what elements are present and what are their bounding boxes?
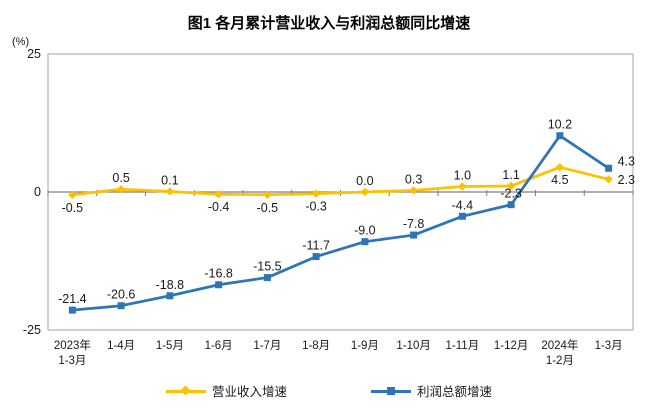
data-label: -0.4 <box>208 200 230 214</box>
data-point-marker <box>555 162 565 172</box>
data-label: 0.5 <box>112 171 129 185</box>
data-label: -11.7 <box>302 239 330 253</box>
data-point-marker <box>263 190 272 199</box>
line-chart-plot: 25 0 -25 2023年 1-3月 1-4月 1-5月 1-6月 1-7月 1-8月 1-9月 1… <box>23 47 635 367</box>
legend-line-diamond-icon <box>165 385 206 396</box>
data-point-marker <box>214 190 223 199</box>
x-tick-label: 1-2月 <box>546 355 574 367</box>
data-point-marker <box>68 306 76 314</box>
data-label: -2.3 <box>500 187 522 201</box>
legend-label-revenue-growth: 营业收入增速 <box>211 385 287 399</box>
data-label: -16.8 <box>204 267 233 281</box>
legend-item-profit-growth: 利润总额增速 <box>371 381 492 400</box>
data-label: -0.5 <box>62 201 84 215</box>
x-tick-label: 1-4月 <box>107 340 135 352</box>
x-tick-label: 2024年 <box>541 338 578 352</box>
data-point-marker <box>68 190 77 199</box>
y-tick-label: -25 <box>23 323 41 337</box>
data-point-marker <box>556 132 564 140</box>
data-point-marker <box>458 182 467 191</box>
data-point-marker <box>116 185 126 194</box>
data-point-marker <box>311 189 321 198</box>
x-tick-label: 1-7月 <box>253 340 281 352</box>
legend-line-square-icon <box>371 386 411 396</box>
chart-title: 图1 各月累计营业收入与利润总额同比增速 <box>187 15 471 32</box>
legend-label-profit-growth: 利润总额增速 <box>417 385 493 399</box>
y-axis-unit-label: (%) <box>12 36 30 48</box>
data-label: 2.3 <box>618 173 635 187</box>
data-label: 0.3 <box>405 172 422 186</box>
x-tick-label: 1-10月 <box>396 340 431 352</box>
data-point-marker <box>605 164 613 172</box>
series-line-1 <box>71 134 610 312</box>
x-tick-label: 1-6月 <box>205 340 233 352</box>
data-point-marker <box>117 302 125 310</box>
x-tick-label: 1-3月 <box>595 340 623 352</box>
data-point-marker <box>360 187 370 197</box>
data-label: -9.0 <box>354 224 376 238</box>
y-tick-label: 25 <box>27 47 41 61</box>
data-label: -7.8 <box>403 217 425 231</box>
data-label: -15.5 <box>253 260 282 274</box>
data-point-marker <box>165 187 175 196</box>
data-label: -0.5 <box>257 201 279 215</box>
data-point-marker <box>215 281 223 289</box>
data-label: -20.6 <box>107 288 136 302</box>
data-label: 0.1 <box>161 173 178 187</box>
data-label: 4.5 <box>551 173 568 187</box>
x-tick-label: 1-12月 <box>494 340 529 352</box>
data-label: -4.4 <box>452 198 474 212</box>
data-label: 10.2 <box>548 118 572 132</box>
legend: 营业收入增速 利润总额增速 <box>0 381 658 400</box>
data-point-marker <box>361 238 369 246</box>
x-tick-label: 1-11月 <box>446 340 480 352</box>
x-tick-label: 1-5月 <box>156 340 184 352</box>
data-point-marker <box>507 201 515 209</box>
data-label: 0.0 <box>356 174 373 188</box>
series-line-0 <box>71 165 610 197</box>
x-tick-label: 1-3月 <box>58 355 86 367</box>
data-point-marker <box>458 212 466 220</box>
data-label: 1.0 <box>454 168 471 182</box>
y-tick-label: 0 <box>34 185 41 199</box>
data-point-marker <box>604 175 613 184</box>
data-point-marker <box>312 253 320 261</box>
data-point-marker <box>166 292 174 300</box>
data-point-marker <box>263 274 271 282</box>
x-tick-label: 2023年 <box>54 338 91 352</box>
data-label: -18.8 <box>156 278 185 292</box>
x-tick-label: 1-9月 <box>351 340 379 352</box>
data-label: -21.4 <box>58 292 87 306</box>
data-point-marker <box>410 231 418 239</box>
legend-item-revenue-growth: 营业收入增速 <box>165 381 287 400</box>
data-label: -0.3 <box>305 200 327 214</box>
x-tick-label: 1-8月 <box>302 340 330 352</box>
data-label: 4.3 <box>618 154 635 168</box>
data-point-marker <box>409 186 418 195</box>
data-label: 1.1 <box>502 168 519 182</box>
data-point-marker <box>506 181 516 191</box>
